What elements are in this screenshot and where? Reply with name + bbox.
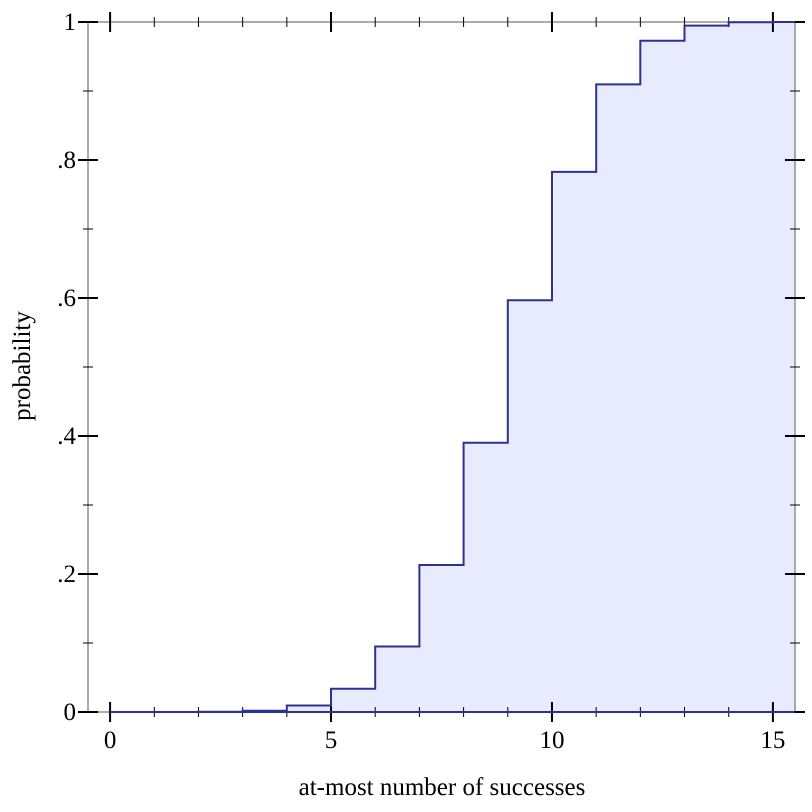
y-tick-label: 1 bbox=[64, 9, 77, 36]
y-tick-label: .4 bbox=[57, 423, 76, 450]
x-tick-label: 0 bbox=[104, 727, 117, 754]
cdf-step-line bbox=[110, 21, 795, 713]
y-tick-label: .2 bbox=[57, 561, 76, 588]
x-tick-label: 15 bbox=[760, 727, 785, 754]
y-tick-label: .6 bbox=[57, 285, 76, 312]
y-tick-label: 0 bbox=[64, 699, 77, 726]
cdf-area-fill bbox=[110, 22, 795, 712]
x-tick-label: 5 bbox=[325, 727, 338, 754]
x-tick-label: 10 bbox=[539, 727, 564, 754]
y-axis-label: probability bbox=[9, 311, 36, 421]
x-axis-label: at-most number of successes bbox=[299, 774, 586, 801]
y-tick-label: .8 bbox=[57, 147, 76, 174]
